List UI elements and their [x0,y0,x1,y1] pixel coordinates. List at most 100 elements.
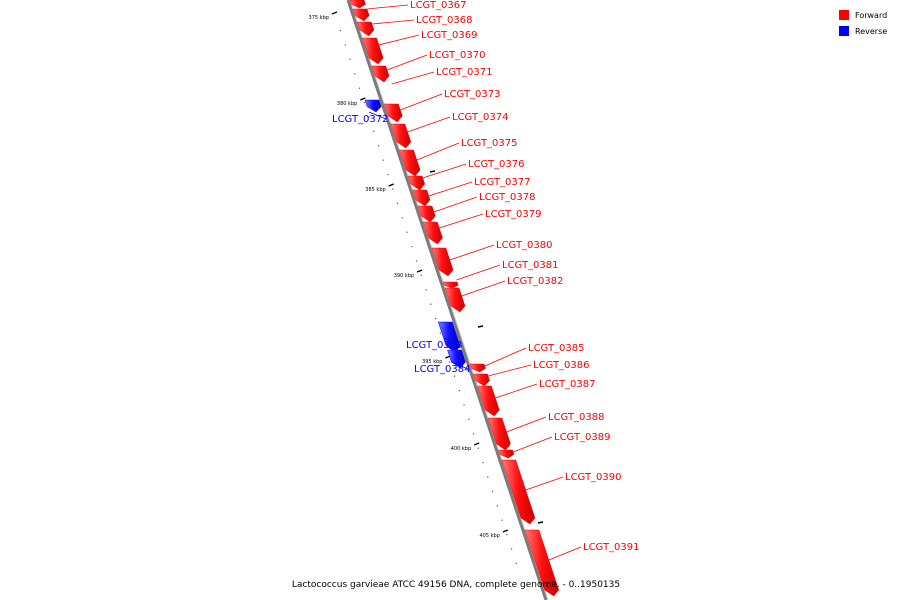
gene-connector [386,54,428,71]
scale-minor-dot [425,289,427,291]
scale-minor-dot [487,476,489,478]
gene-arrow[interactable] [352,8,370,22]
scale-minor-dot [430,303,432,305]
gene-lcgt-0373[interactable]: LCGT_0373 [383,89,501,123]
gene-connector [449,244,495,261]
gene-arrow[interactable] [524,529,559,597]
gene-lcgt-0376[interactable]: LCGT_0376 [407,159,525,191]
scale-minor-dot [401,217,403,219]
gene-lcgt-0386[interactable]: LCGT_0386 [473,360,590,387]
gene-label[interactable]: LCGT_0367 [410,0,467,11]
gene-label[interactable]: LCGT_0389 [554,432,611,443]
gene-label[interactable]: LCGT_0383 [406,340,463,351]
gene-label[interactable]: LCGT_0370 [429,50,486,61]
gene-arrow[interactable] [349,0,366,9]
scale-tick-label: 405 kbp [479,533,499,539]
gene-connector [422,163,467,179]
scale-minor-dot [382,159,384,161]
gene-arrow[interactable] [437,321,461,353]
gene-arrow[interactable] [473,373,490,387]
gene-label[interactable]: LCGT_0368 [416,15,473,26]
gene-label[interactable]: LCGT_0384 [414,364,471,375]
gene-lcgt-0383[interactable]: LCGT_0383 [406,321,463,353]
scale-minor-dot [439,332,441,334]
gene-lcgt-0371[interactable]: LCGT_0371 [371,65,493,85]
gene-lcgt-0367[interactable]: LCGT_0367 [349,0,467,11]
gene-lcgt-0380[interactable]: LCGT_0380 [431,240,553,277]
gene-lcgt-0370[interactable]: LCGT_0370 [362,37,486,71]
gene-lcgt-0391[interactable]: LCGT_0391 [524,529,640,597]
gene-label[interactable]: LCGT_0380 [496,240,553,251]
gene-arrow[interactable] [422,221,443,245]
gene-arrow[interactable] [383,103,403,123]
gene-lcgt-0372[interactable]: LCGT_0372 [332,99,389,125]
gene-arrow[interactable] [407,175,426,191]
gene-label[interactable]: LCGT_0375 [461,138,518,149]
gene-arrow[interactable] [371,65,390,83]
gene-lcgt-0381[interactable]: LCGT_0381 [442,260,559,289]
scale-minor-dot [354,73,356,75]
gene-arrow[interactable] [412,189,431,207]
gene-lcgt-0368[interactable]: LCGT_0368 [352,8,473,26]
gene-arrow[interactable] [444,287,466,313]
gene-connector [416,142,460,161]
gene-label[interactable]: LCGT_0376 [468,159,525,170]
gene-arrow[interactable] [399,149,421,177]
gene-arrow[interactable] [501,459,536,525]
gene-lcgt-0390[interactable]: LCGT_0390 [501,459,622,525]
gene-label[interactable]: LCGT_0391 [583,542,640,553]
scale-tick-mark [331,11,338,15]
legend: Forward Reverse [839,10,887,36]
gene-arrow[interactable] [364,99,382,113]
gene-lcgt-0378[interactable]: LCGT_0378 [417,192,536,223]
gene-label[interactable]: LCGT_0379 [485,209,542,220]
gene-arrow[interactable] [362,37,384,65]
gene-label[interactable]: LCGT_0373 [444,89,501,100]
gene-lcgt-0387[interactable]: LCGT_0387 [477,379,596,417]
scale-minor-dot [501,519,503,521]
scale-tick-mark [360,97,366,101]
region-marker [477,325,484,328]
gene-label[interactable]: LCGT_0378 [479,192,536,203]
gene-connector [366,4,409,10]
gene-label[interactable]: LCGT_0372 [332,114,389,125]
gene-lcgt-0384[interactable]: LCGT_0384 [414,349,471,375]
gene-arrow[interactable] [487,417,511,451]
gene-lcgt-0377[interactable]: LCGT_0377 [412,177,531,207]
gene-label[interactable]: LCGT_0388 [548,412,605,423]
gene-connector [495,383,538,399]
gene-arrow[interactable] [442,281,459,289]
gene-arrow[interactable] [356,21,375,37]
gene-connector [443,337,461,346]
gene-label[interactable]: LCGT_0386 [533,360,590,371]
gene-arrow[interactable] [390,123,412,149]
gene-label[interactable]: LCGT_0387 [539,379,596,390]
gene-label[interactable]: LCGT_0390 [565,472,622,483]
gene-arrow[interactable] [477,385,500,417]
scale-tick-mark [473,442,480,446]
gene-label[interactable]: LCGT_0382 [507,276,564,287]
gene-arrow[interactable] [447,349,466,369]
gene-lcgt-0375[interactable]: LCGT_0375 [399,138,518,177]
gene-lcgt-0382[interactable]: LCGT_0382 [444,276,564,313]
gene-lcgt-0379[interactable]: LCGT_0379 [422,209,542,245]
gene-connector [378,34,420,46]
gene-arrow[interactable] [469,363,486,373]
gene-label[interactable]: LCGT_0371 [436,67,493,78]
gene-lcgt-0385[interactable]: LCGT_0385 [469,343,585,373]
gene-label[interactable]: LCGT_0369 [421,30,478,41]
gene-label[interactable]: LCGT_0374 [452,112,509,123]
gene-lcgt-0389[interactable]: LCGT_0389 [498,432,611,459]
gene-lcgt-0369[interactable]: LCGT_0369 [356,21,478,46]
gene-arrow[interactable] [417,205,436,223]
gene-lcgt-0388[interactable]: LCGT_0388 [487,412,605,451]
gene-label[interactable]: LCGT_0381 [502,260,559,271]
scale-minor-dot [434,318,437,320]
scale-minor-dot [491,490,494,492]
scale-minor-dot [344,44,346,46]
gene-arrow[interactable] [498,449,515,459]
gene-label[interactable]: LCGT_0385 [528,343,585,354]
gene-lcgt-0374[interactable]: LCGT_0374 [390,112,509,149]
gene-arrow[interactable] [431,247,454,277]
gene-label[interactable]: LCGT_0377 [474,177,531,188]
